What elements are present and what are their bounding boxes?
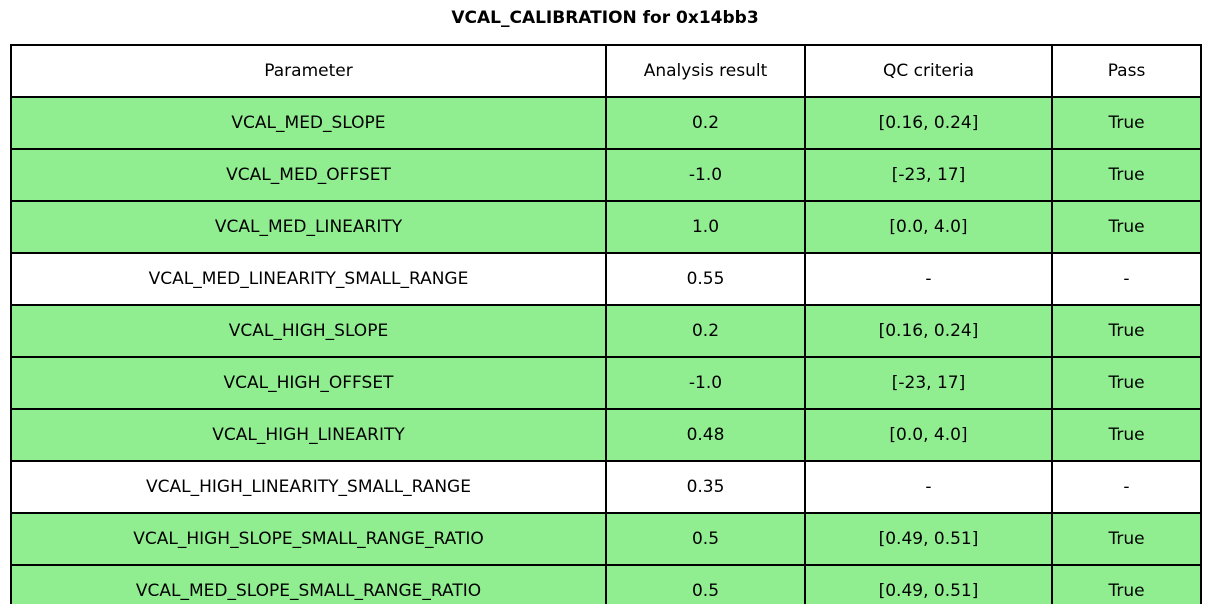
cell-qc-criteria: [0.0, 4.0] bbox=[804, 200, 1053, 254]
cell-pass: True bbox=[1051, 200, 1202, 254]
cell-qc-criteria: [-23, 17] bbox=[804, 356, 1053, 410]
table-row: VCAL_MED_LINEARITY 1.0 [0.0, 4.0] True bbox=[10, 200, 1202, 254]
table-row: VCAL_HIGH_OFFSET -1.0 [-23, 17] True bbox=[10, 356, 1202, 410]
cell-parameter: VCAL_MED_LINEARITY_SMALL_RANGE bbox=[10, 252, 607, 306]
cell-analysis-result: 0.55 bbox=[605, 252, 806, 306]
cell-parameter: VCAL_MED_SLOPE_SMALL_RANGE_RATIO bbox=[10, 564, 607, 604]
cell-pass: True bbox=[1051, 408, 1202, 462]
cell-parameter: VCAL_MED_SLOPE bbox=[10, 96, 607, 150]
table-row: VCAL_HIGH_SLOPE_SMALL_RANGE_RATIO 0.5 [0… bbox=[10, 512, 1202, 566]
table-row: VCAL_MED_SLOPE_SMALL_RANGE_RATIO 0.5 [0.… bbox=[10, 564, 1202, 604]
column-header-analysis-result: Analysis result bbox=[605, 44, 806, 98]
cell-analysis-result: 0.5 bbox=[605, 564, 806, 604]
cell-pass: True bbox=[1051, 148, 1202, 202]
table-row: VCAL_MED_OFFSET -1.0 [-23, 17] True bbox=[10, 148, 1202, 202]
cell-qc-criteria: [-23, 17] bbox=[804, 148, 1053, 202]
cell-qc-criteria: - bbox=[804, 252, 1053, 306]
cell-parameter: VCAL_HIGH_SLOPE bbox=[10, 304, 607, 358]
cell-qc-criteria: - bbox=[804, 460, 1053, 514]
cell-analysis-result: 0.48 bbox=[605, 408, 806, 462]
column-header-pass: Pass bbox=[1051, 44, 1202, 98]
cell-pass: True bbox=[1051, 96, 1202, 150]
page-title: VCAL_CALIBRATION for 0x14bb3 bbox=[451, 8, 759, 28]
cell-pass: True bbox=[1051, 304, 1202, 358]
cell-parameter: VCAL_HIGH_SLOPE_SMALL_RANGE_RATIO bbox=[10, 512, 607, 566]
cell-analysis-result: 0.2 bbox=[605, 96, 806, 150]
cell-pass: - bbox=[1051, 252, 1202, 306]
cell-pass: True bbox=[1051, 512, 1202, 566]
cell-qc-criteria: [0.49, 0.51] bbox=[804, 564, 1053, 604]
table-row: VCAL_HIGH_LINEARITY_SMALL_RANGE 0.35 - - bbox=[10, 460, 1202, 514]
cell-analysis-result: -1.0 bbox=[605, 356, 806, 410]
column-header-qc-criteria: QC criteria bbox=[804, 44, 1053, 98]
cell-analysis-result: 0.2 bbox=[605, 304, 806, 358]
table-row: VCAL_MED_SLOPE 0.2 [0.16, 0.24] True bbox=[10, 96, 1202, 150]
cell-qc-criteria: [0.16, 0.24] bbox=[804, 304, 1053, 358]
cell-qc-criteria: [0.0, 4.0] bbox=[804, 408, 1053, 462]
cell-parameter: VCAL_HIGH_OFFSET bbox=[10, 356, 607, 410]
cell-pass: True bbox=[1051, 356, 1202, 410]
cell-qc-criteria: [0.49, 0.51] bbox=[804, 512, 1053, 566]
table-row: VCAL_MED_LINEARITY_SMALL_RANGE 0.55 - - bbox=[10, 252, 1202, 306]
table-header-row: Parameter Analysis result QC criteria Pa… bbox=[10, 44, 1202, 98]
column-header-parameter: Parameter bbox=[10, 44, 607, 98]
qc-results-table: Parameter Analysis result QC criteria Pa… bbox=[10, 44, 1202, 604]
cell-analysis-result: 1.0 bbox=[605, 200, 806, 254]
cell-qc-criteria: [0.16, 0.24] bbox=[804, 96, 1053, 150]
cell-pass: True bbox=[1051, 564, 1202, 604]
table-row: VCAL_HIGH_SLOPE 0.2 [0.16, 0.24] True bbox=[10, 304, 1202, 358]
cell-analysis-result: -1.0 bbox=[605, 148, 806, 202]
cell-pass: - bbox=[1051, 460, 1202, 514]
cell-parameter: VCAL_HIGH_LINEARITY_SMALL_RANGE bbox=[10, 460, 607, 514]
table-row: VCAL_HIGH_LINEARITY 0.48 [0.0, 4.0] True bbox=[10, 408, 1202, 462]
cell-analysis-result: 0.5 bbox=[605, 512, 806, 566]
cell-parameter: VCAL_MED_OFFSET bbox=[10, 148, 607, 202]
cell-parameter: VCAL_HIGH_LINEARITY bbox=[10, 408, 607, 462]
cell-parameter: VCAL_MED_LINEARITY bbox=[10, 200, 607, 254]
cell-analysis-result: 0.35 bbox=[605, 460, 806, 514]
